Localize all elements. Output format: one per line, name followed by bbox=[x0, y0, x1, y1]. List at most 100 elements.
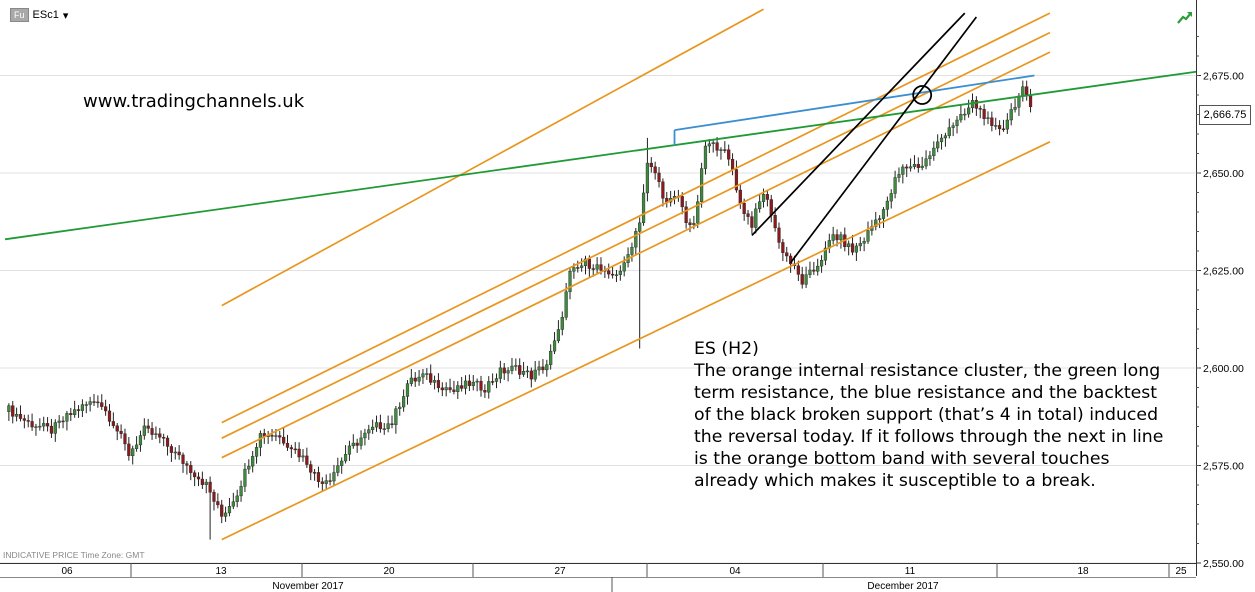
candle-body bbox=[529, 370, 533, 380]
orange-channel-line bbox=[221, 8, 764, 307]
x-tick-label: 13 bbox=[215, 566, 227, 577]
candle-body bbox=[220, 504, 224, 517]
candle-body bbox=[727, 149, 731, 160]
candle-body bbox=[641, 192, 646, 224]
candle-body bbox=[812, 269, 816, 272]
candle-body bbox=[711, 142, 715, 145]
orange-channel-line bbox=[221, 51, 1051, 459]
candle-body bbox=[119, 430, 123, 434]
x-tick-label: 06 bbox=[61, 566, 73, 577]
price-axis[interactable]: 2,550.00 2,575.00 2,600.00 2,625.00 2,650.00… bbox=[1196, 36, 1244, 571]
candle-body bbox=[680, 196, 684, 208]
candle-body bbox=[189, 465, 193, 473]
candle-body bbox=[997, 125, 1002, 130]
candle-body bbox=[808, 269, 812, 275]
candle-body bbox=[84, 404, 88, 406]
candle-body bbox=[769, 199, 773, 216]
candle-body bbox=[18, 414, 23, 419]
candle-body bbox=[986, 117, 990, 119]
candle-body bbox=[498, 367, 502, 379]
candle-body bbox=[216, 501, 220, 506]
candle-body bbox=[374, 422, 379, 428]
candle-body bbox=[746, 213, 750, 217]
candle-body bbox=[235, 495, 239, 502]
candle-body bbox=[471, 381, 475, 386]
candle-body bbox=[897, 174, 901, 178]
candle-body bbox=[158, 433, 162, 438]
candle-body bbox=[750, 216, 754, 228]
candle-body bbox=[200, 478, 204, 485]
y-tick-label: 2,625.00 bbox=[1203, 266, 1244, 278]
candle-body bbox=[134, 444, 139, 449]
orange-channel-line bbox=[221, 31, 1051, 439]
candle-body bbox=[138, 435, 143, 446]
candle-body bbox=[1009, 109, 1013, 121]
candle-body bbox=[305, 455, 309, 465]
candle-body bbox=[193, 472, 197, 478]
annotation-markers bbox=[912, 85, 933, 105]
candle-body bbox=[181, 454, 185, 464]
candle-body bbox=[552, 340, 557, 352]
candle-body bbox=[487, 381, 491, 393]
candle-body bbox=[42, 423, 46, 427]
candle-body bbox=[525, 370, 530, 373]
candle-body bbox=[328, 480, 332, 482]
candle-body bbox=[425, 373, 429, 375]
candle-body bbox=[878, 218, 882, 221]
candle-body bbox=[723, 149, 727, 151]
candle-body bbox=[278, 435, 282, 438]
candle-body bbox=[905, 166, 909, 169]
candle-body bbox=[761, 194, 766, 202]
candle-body bbox=[730, 159, 735, 170]
chevron-down-icon[interactable]: ▾ bbox=[62, 9, 69, 22]
candle-body bbox=[1001, 128, 1006, 131]
candle-body bbox=[463, 380, 468, 389]
candle-body bbox=[533, 369, 537, 380]
candle-body bbox=[239, 486, 243, 497]
candle-body bbox=[1013, 107, 1017, 110]
candle-body bbox=[912, 164, 917, 167]
candle-body bbox=[800, 274, 804, 285]
candle-body bbox=[839, 234, 843, 241]
symbol-name[interactable]: ESc1 bbox=[32, 9, 59, 21]
candle-body bbox=[100, 402, 104, 407]
candle-body bbox=[994, 125, 998, 127]
candle-body bbox=[785, 252, 789, 257]
candle-body bbox=[483, 390, 487, 393]
candle-body bbox=[324, 480, 328, 484]
candle-body bbox=[939, 137, 944, 143]
candle-body bbox=[49, 425, 54, 434]
time-axis[interactable]: 06 13 20 27 04 11 18 25 November 2017 December 20… bbox=[61, 563, 1187, 592]
candle-body bbox=[804, 274, 808, 285]
candle-body bbox=[154, 433, 158, 435]
plot-background bbox=[0, 0, 1196, 563]
trend-lines bbox=[4, 8, 1198, 541]
candle-body bbox=[115, 425, 119, 432]
candle-body bbox=[618, 270, 622, 275]
candle-body bbox=[378, 422, 382, 430]
candle-body bbox=[645, 162, 650, 194]
candle-body bbox=[460, 385, 464, 389]
candle-body bbox=[974, 100, 978, 109]
candle-body bbox=[301, 455, 305, 458]
candle-body bbox=[429, 373, 433, 383]
candle-body bbox=[69, 413, 73, 415]
candle-body bbox=[363, 432, 367, 439]
candle-body bbox=[537, 366, 541, 371]
candle-body bbox=[227, 506, 232, 514]
green-trend-arrow-icon[interactable] bbox=[1177, 10, 1193, 24]
symbol-selector[interactable]: Fu ESc1 ▾ bbox=[10, 8, 68, 22]
candle-body bbox=[893, 177, 897, 194]
candle-body bbox=[560, 317, 564, 330]
candle-body bbox=[684, 206, 688, 223]
candle-body bbox=[738, 189, 742, 204]
candle-body bbox=[177, 451, 181, 456]
candle-body bbox=[123, 433, 127, 445]
candle-body bbox=[1021, 86, 1025, 97]
candle-body bbox=[386, 423, 390, 429]
candle-body bbox=[351, 442, 355, 447]
candle-body bbox=[1028, 94, 1033, 108]
candle-body bbox=[607, 270, 611, 275]
candle-body bbox=[583, 258, 588, 267]
